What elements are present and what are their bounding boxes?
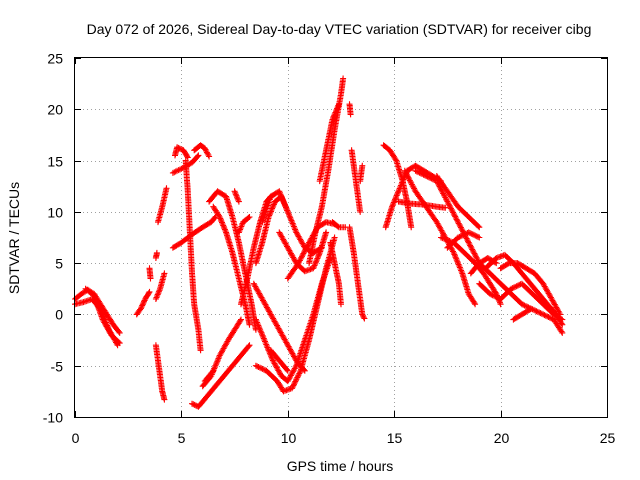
series-arc-46 <box>444 229 483 251</box>
y-tick-label: 10 <box>47 205 63 221</box>
data-points <box>497 260 564 318</box>
series-arc-09 <box>152 342 168 403</box>
data-points <box>329 219 349 231</box>
data-points <box>152 270 168 302</box>
data-points <box>235 214 253 236</box>
x-tick-label: 25 <box>600 430 616 446</box>
data-points <box>276 229 330 275</box>
series-arc-32 <box>316 101 342 185</box>
y-tick-label: -5 <box>51 359 64 375</box>
x-tick-label: 5 <box>178 430 186 446</box>
series-arc-03 <box>82 285 123 347</box>
series-arc-51 <box>467 255 500 277</box>
y-tick-label: 0 <box>55 307 63 323</box>
x-axis-label: GPS time / hours <box>287 458 394 474</box>
data-points <box>152 342 168 403</box>
series-arc-40 <box>380 142 415 231</box>
y-tick-label: 15 <box>47 154 63 170</box>
series-arc-13 <box>191 142 213 160</box>
y-tick-label: -10 <box>43 410 63 426</box>
series-arc-34 <box>327 239 344 308</box>
series-arc-26 <box>252 234 338 395</box>
data-points <box>306 75 347 267</box>
data-points <box>172 144 191 161</box>
x-tick-label: 10 <box>281 430 297 446</box>
data-points <box>231 188 242 205</box>
series-arc-29 <box>276 229 330 275</box>
grid-layer <box>75 58 607 417</box>
series-arc-12 <box>172 144 191 161</box>
x-tick-label: 0 <box>72 430 80 446</box>
data-points <box>348 147 364 215</box>
y-tick-label: 5 <box>55 256 63 272</box>
series-arc-50 <box>497 260 564 318</box>
series-arc-05 <box>146 265 154 282</box>
series-arc-27 <box>267 347 291 374</box>
data-points <box>189 342 253 410</box>
data-points <box>433 173 483 231</box>
series-arc-44 <box>433 173 483 231</box>
x-tick-label: 15 <box>387 430 403 446</box>
data-points <box>155 185 170 226</box>
x-tick-label: 20 <box>494 430 510 446</box>
series-arc-36 <box>348 147 364 215</box>
data-points <box>412 167 566 336</box>
data-points <box>191 142 213 160</box>
y-tick-label: 20 <box>47 102 63 118</box>
data-points <box>82 285 123 347</box>
data-points <box>346 101 354 118</box>
series-arc-38 <box>357 162 366 185</box>
tick-layer: 0 5 10 15 20 25 -10 -5 0 5 10 15 20 25 <box>43 51 616 447</box>
data-points <box>357 162 366 185</box>
data-points <box>444 229 483 251</box>
data-points <box>201 367 217 385</box>
series-arc-33 <box>329 219 349 231</box>
data-points <box>510 306 534 323</box>
y-axis-label: SDTVAR / TECUs <box>6 182 22 294</box>
series-arc-07 <box>155 185 170 226</box>
series-arc-08 <box>152 249 160 261</box>
data-points <box>316 101 342 185</box>
plot-frame <box>74 57 608 418</box>
data-points <box>327 239 344 308</box>
series-arc-06 <box>152 270 168 302</box>
series-arc-37 <box>346 224 368 322</box>
series-arc-20 <box>231 188 242 205</box>
series-arc-49 <box>510 306 534 323</box>
data-points <box>252 234 338 395</box>
y-tick-label: 25 <box>47 51 63 67</box>
series-arc-15 <box>189 342 253 410</box>
data-points <box>346 224 368 322</box>
series-arc-35 <box>346 101 354 118</box>
data-points <box>146 265 154 282</box>
chart-title: Day 072 of 2026, Sidereal Day-to-day VTE… <box>87 21 592 37</box>
series-arc-43 <box>412 167 566 336</box>
series-arc-14 <box>182 157 204 354</box>
data-points <box>152 249 160 261</box>
data-layer <box>72 75 566 410</box>
data-points <box>267 347 291 374</box>
series-arc-04 <box>133 288 153 318</box>
series-arc-17 <box>201 367 217 385</box>
data-points <box>380 142 415 231</box>
data-points <box>182 157 204 354</box>
series-arc-21 <box>235 214 253 236</box>
series-arc-31 <box>306 75 347 267</box>
data-points <box>467 255 500 277</box>
data-points <box>133 288 153 318</box>
